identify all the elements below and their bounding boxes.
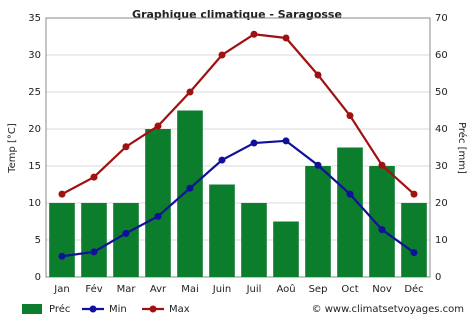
y-tick-label: 0 [35, 272, 41, 283]
point [218, 156, 226, 164]
y-tick-label: 25 [28, 87, 41, 98]
bar [145, 129, 171, 277]
point [122, 229, 130, 237]
x-tick-label: Sep [309, 284, 328, 295]
y-tick-label: 15 [28, 161, 41, 172]
legend-swatch [22, 304, 42, 314]
x-tick-label: Jan [53, 284, 69, 295]
point [90, 248, 98, 256]
bar [401, 203, 427, 277]
legend-label: Préc [49, 303, 70, 315]
point [250, 139, 258, 147]
y-tick-label: 5 [35, 235, 41, 246]
x-tick-label: Oct [341, 284, 358, 295]
legend-swatch [149, 305, 157, 313]
x-tick-label: Aoû [276, 283, 295, 295]
x-tick-label: Fév [85, 283, 102, 295]
legend-label: Max [169, 304, 190, 315]
point [250, 30, 258, 38]
y2-tick-label: 10 [435, 235, 448, 246]
bar [337, 147, 363, 277]
point [218, 51, 226, 59]
bar [273, 221, 299, 277]
y2-tick-label: 70 [435, 13, 448, 24]
bar [209, 184, 235, 277]
bar [113, 203, 139, 277]
bar [177, 110, 203, 277]
point [378, 161, 386, 169]
y2-tick-label: 0 [435, 272, 441, 283]
point [410, 190, 418, 198]
point [410, 249, 418, 257]
line [61, 139, 415, 258]
point [154, 122, 162, 130]
point [314, 161, 322, 169]
y-tick-label: 20 [28, 124, 41, 135]
y2-tick-label: 30 [435, 161, 448, 172]
legend-label: Min [109, 304, 127, 315]
bar [241, 203, 267, 277]
point [314, 71, 322, 79]
y2-tick-label: 20 [435, 198, 448, 209]
x-tick-label: Juin [212, 284, 231, 295]
y2-tick-label: 60 [435, 50, 448, 61]
x-tick-label: Avr [150, 284, 167, 295]
point [58, 252, 66, 260]
x-tick-label: Nov [372, 284, 392, 295]
y-tick-label: 35 [28, 13, 41, 24]
point [90, 173, 98, 181]
point [378, 226, 386, 234]
bar [81, 203, 107, 277]
y-axis-label: Temp [°C] [7, 123, 18, 174]
point [154, 212, 162, 220]
x-tick-label: Juil [246, 284, 262, 295]
x-tick-label: Mar [117, 284, 137, 295]
bar [305, 166, 331, 277]
line [61, 33, 415, 196]
point [346, 112, 354, 120]
point [282, 34, 290, 42]
x-tick-label: Mai [181, 284, 199, 295]
point [282, 137, 290, 145]
x-tick-label: Déc [404, 283, 423, 295]
y-tick-label: 10 [28, 198, 41, 209]
bar [49, 203, 75, 277]
point [346, 190, 354, 198]
source: © www.climatsetvoyages.com [312, 304, 464, 315]
legend-swatch [89, 305, 97, 313]
bar [369, 166, 395, 277]
point [186, 184, 194, 192]
y2-tick-label: 40 [435, 124, 448, 135]
point [122, 143, 130, 151]
chart-title: Graphique climatique - Saragosse [132, 8, 342, 21]
point [58, 190, 66, 198]
point [186, 88, 194, 96]
y2-tick-label: 50 [435, 87, 448, 98]
plot-frame [45, 17, 431, 278]
y2-axis-label: Préc [mm] [456, 122, 468, 174]
y-tick-label: 30 [28, 50, 41, 61]
